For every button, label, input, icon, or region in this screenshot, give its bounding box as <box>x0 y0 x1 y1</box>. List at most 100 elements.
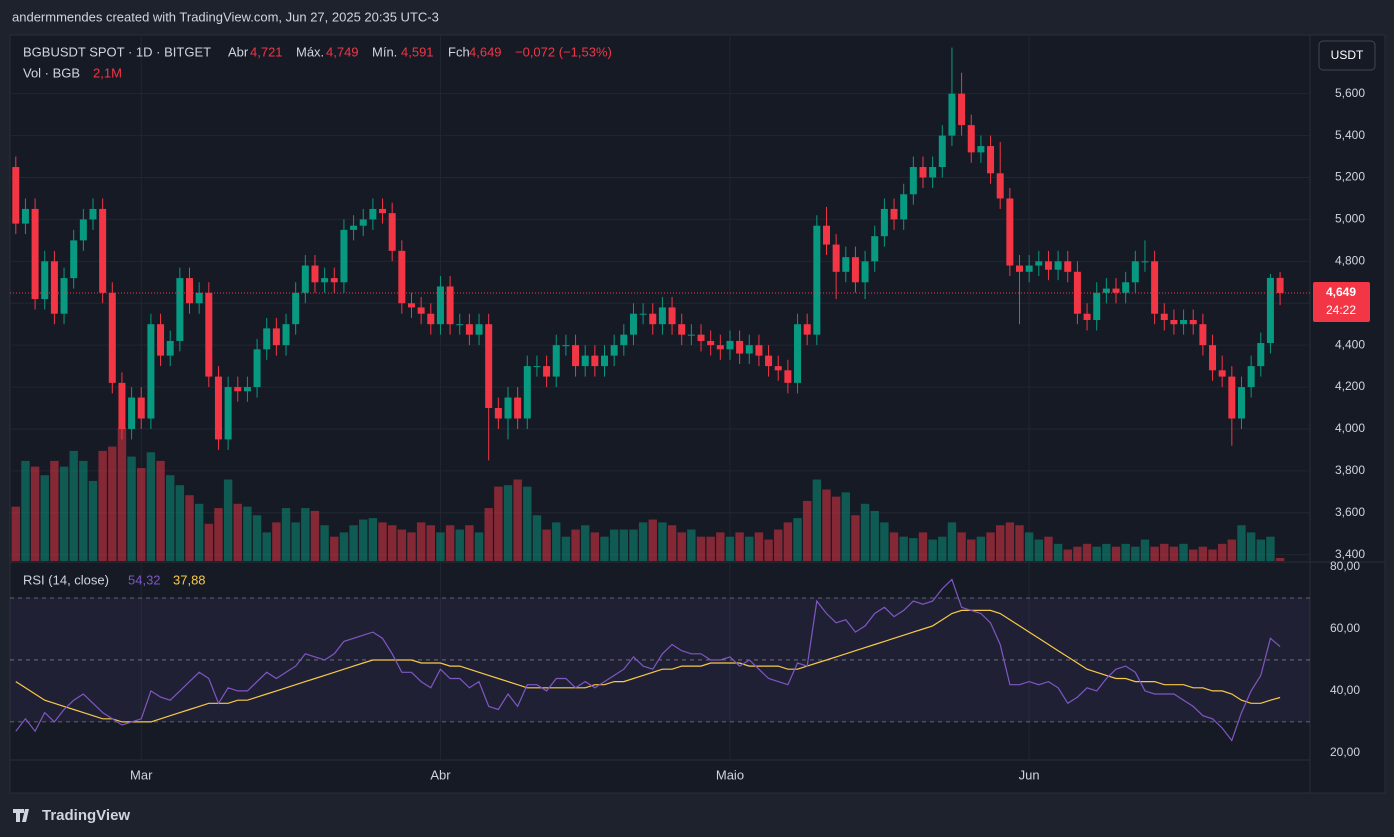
candle-body <box>186 278 194 304</box>
candle-body <box>1044 261 1052 270</box>
candle-body <box>851 257 859 283</box>
candle-body <box>629 313 637 335</box>
volume-bar <box>1111 546 1121 561</box>
rsi-tick-label: 80,00 <box>1330 559 1360 573</box>
y-tick-label: 5,200 <box>1335 170 1365 184</box>
price-badge-value: 4,649 <box>1326 285 1356 299</box>
x-tick-label: Jun <box>1019 767 1040 782</box>
candle-body <box>1218 370 1226 377</box>
legend-high-label: Máx. <box>296 44 324 59</box>
candle-body <box>137 397 145 419</box>
volume-bar <box>1131 546 1140 561</box>
volume-bar <box>455 529 464 561</box>
volume-bar <box>1266 536 1275 561</box>
candle-body <box>398 250 406 304</box>
candle-body <box>1266 277 1274 344</box>
volume-bar <box>387 525 397 561</box>
candle-body <box>900 194 908 220</box>
volume-bar <box>30 466 40 561</box>
volume-bar <box>1189 549 1198 561</box>
currency-label[interactable]: USDT <box>1331 48 1364 62</box>
volume-bar <box>1024 532 1034 561</box>
candle-body <box>890 208 898 220</box>
volume-bar <box>1179 543 1188 561</box>
candle-body <box>929 167 937 178</box>
candle-body <box>716 345 724 350</box>
volume-bar <box>812 479 822 561</box>
candle-body <box>794 324 802 383</box>
candle-body <box>1160 313 1168 321</box>
candle-body <box>533 366 541 368</box>
candle-body <box>909 167 917 195</box>
candle-body <box>176 278 184 341</box>
candle-body <box>1035 261 1043 266</box>
volume-bar <box>532 515 542 561</box>
candle-body <box>1170 320 1178 325</box>
currency-button[interactable] <box>1318 40 1376 71</box>
candle-body <box>726 340 734 350</box>
volume-bar <box>658 522 667 561</box>
volume-bar <box>79 460 88 561</box>
volume-bar <box>735 532 744 561</box>
volume-bar <box>687 529 696 561</box>
volume-bar <box>1092 546 1101 561</box>
candle-body <box>494 408 502 419</box>
candle-body <box>1131 261 1139 283</box>
candle-body <box>214 376 222 440</box>
volume-bar <box>503 485 513 561</box>
volume-bar <box>629 529 638 561</box>
logo-mark <box>13 809 29 822</box>
legend-volume-label: Vol · BGB <box>23 65 80 80</box>
candle-body <box>803 324 811 335</box>
candle-body <box>475 324 483 335</box>
volume-bar <box>50 460 59 561</box>
volume-bar <box>600 536 609 561</box>
volume-bar <box>1160 543 1169 561</box>
volume-bar <box>88 480 98 561</box>
volume-bar <box>1256 539 1265 561</box>
candle-body <box>523 366 531 419</box>
candle-body <box>707 340 715 346</box>
volume-bar <box>474 532 484 561</box>
volume-bar <box>1005 522 1015 561</box>
volume-bar <box>609 529 619 561</box>
volume-bar <box>166 475 175 561</box>
volume-bar <box>291 522 300 561</box>
volume-bar <box>1217 543 1227 561</box>
volume-bar <box>416 522 426 561</box>
volume-bar <box>841 492 850 561</box>
volume-bar <box>938 536 947 561</box>
candle-body <box>697 334 705 341</box>
volume-bar <box>233 503 242 561</box>
candle-body <box>388 213 396 251</box>
candle-body <box>1276 277 1284 293</box>
candle-body <box>446 286 454 325</box>
volume-bar <box>716 532 725 561</box>
candle-body <box>41 261 49 300</box>
candle-body <box>243 387 251 392</box>
volume-bar <box>619 529 629 561</box>
volume-bar <box>986 532 995 561</box>
volume-bar <box>513 479 522 561</box>
candle-body <box>504 397 512 419</box>
candle-body <box>784 370 792 383</box>
footer-brand: TradingView <box>42 807 130 824</box>
rsi-ma-line <box>15 609 1281 723</box>
candle-body <box>21 208 29 224</box>
volume-bar <box>194 503 204 561</box>
legend-rsi-ma: 37,88 <box>173 572 206 587</box>
volume-bar <box>822 489 831 561</box>
volume-bar <box>214 508 223 561</box>
candle-body <box>977 146 985 153</box>
candle-body <box>301 265 309 293</box>
volume-bar <box>1044 536 1053 561</box>
candle-body <box>1025 265 1033 272</box>
candle-body <box>89 208 97 220</box>
candle-body <box>765 355 773 367</box>
candle-body <box>369 208 377 220</box>
candle-body <box>456 324 464 326</box>
candle-body <box>12 167 20 224</box>
volume-bar <box>725 536 735 561</box>
candle-body <box>639 313 647 315</box>
